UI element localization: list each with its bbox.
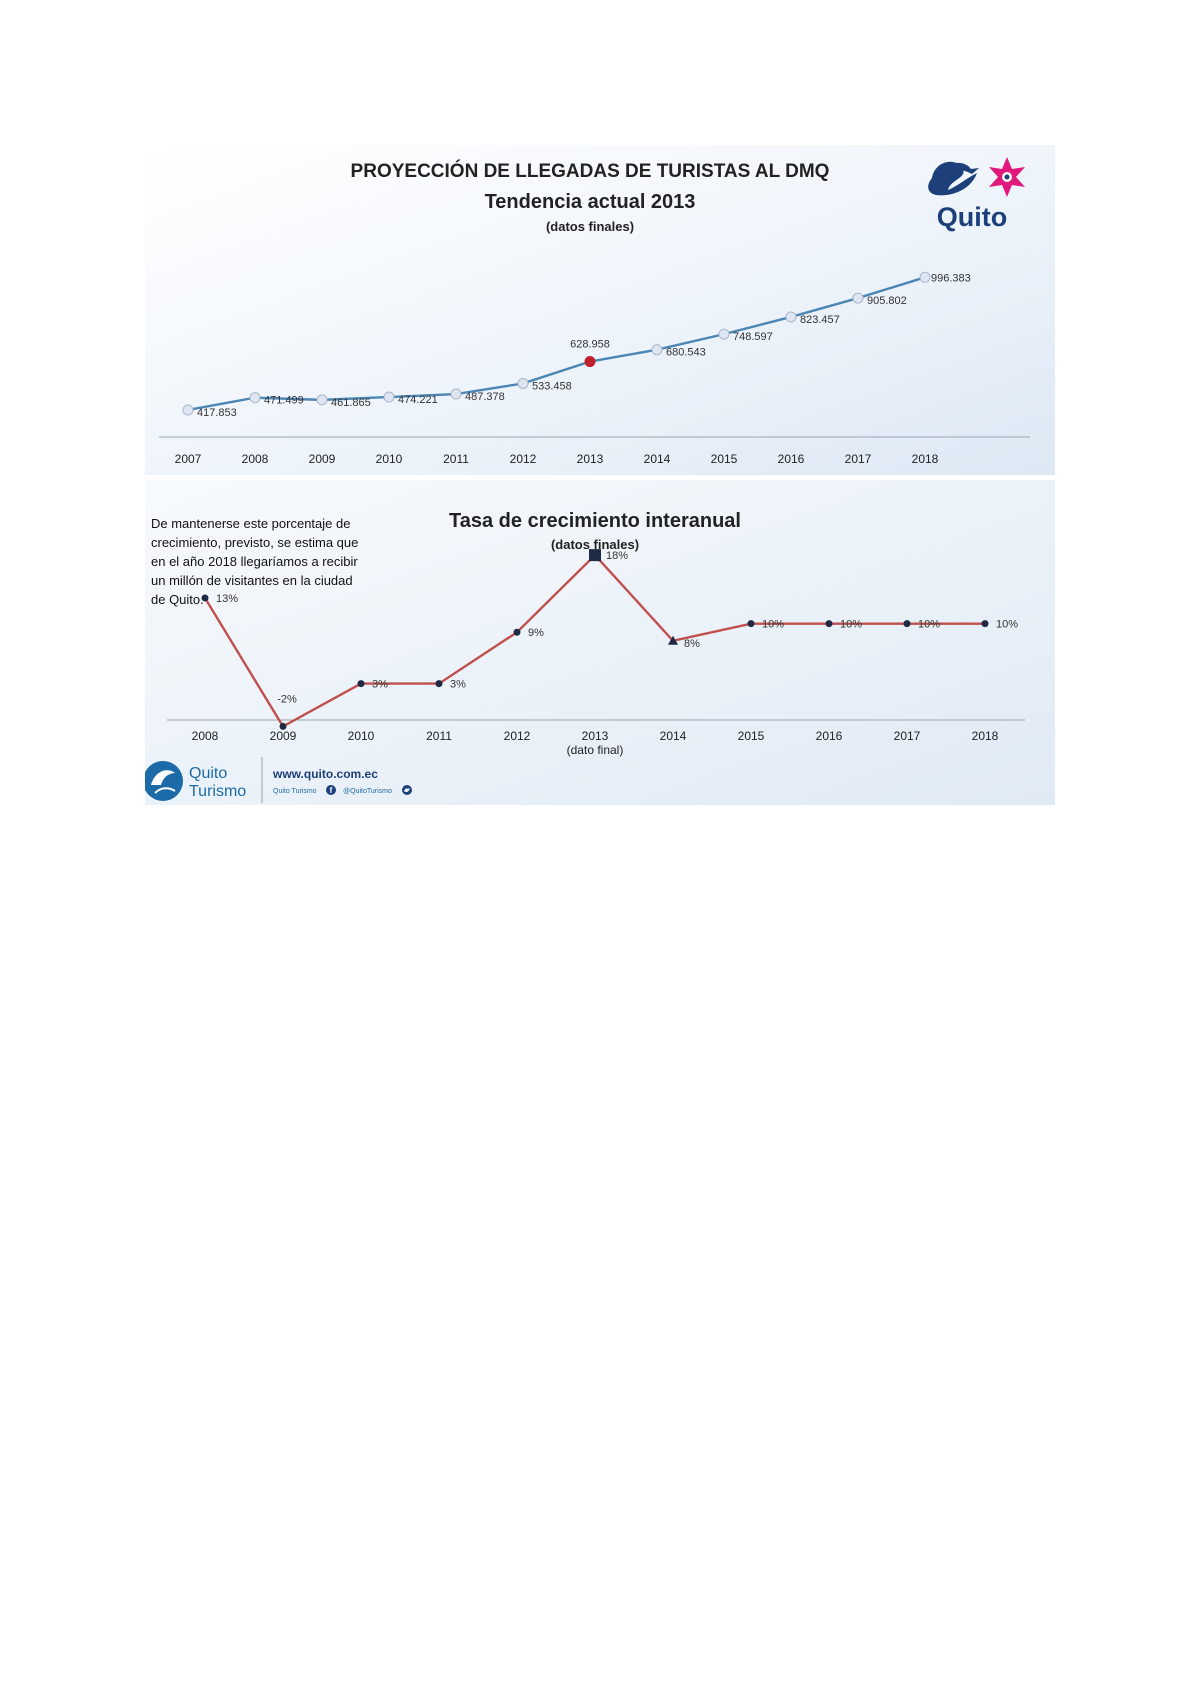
- chart1-x-tick-label: 2007: [175, 452, 202, 466]
- chart2-point: [435, 680, 443, 688]
- chart2-note: (datos finales): [551, 537, 639, 552]
- chart1-point: [651, 344, 663, 356]
- chart1-value-label: 680.543: [666, 347, 706, 359]
- chart2-point: [279, 722, 287, 730]
- chart1-value-label: 471.499: [264, 395, 304, 407]
- chart1-x-tick-label: 2013: [577, 452, 604, 466]
- logo-text: Quito: [937, 202, 1007, 232]
- chart2-plot: 13% 2008 -2% 2009 3% 2010 3% 2011 9% 2012 18% 2013(…: [192, 549, 1018, 757]
- chart1-point: [517, 377, 529, 389]
- chart1-point: [249, 392, 261, 404]
- chart1-point: [584, 356, 596, 368]
- facebook-icon[interactable]: f: [326, 785, 336, 795]
- chart2-value-label: 3%: [450, 679, 466, 691]
- chart1-value-label: 533.458: [532, 380, 572, 392]
- chart1-point: [852, 292, 864, 304]
- chart2-value-label: 3%: [372, 679, 388, 691]
- chart2-value-label: 18%: [606, 550, 628, 562]
- chart1-value-label: 487.378: [465, 391, 505, 403]
- chart1-x-tick-label: 2016: [778, 452, 805, 466]
- chart2-point: [981, 620, 989, 628]
- twitter-icon[interactable]: [402, 785, 412, 795]
- chart1-x-tick-label: 2010: [376, 452, 403, 466]
- quito-turismo-icon: [145, 761, 183, 801]
- chart2-point: [747, 620, 755, 628]
- chart2-x-tick-label: 2014: [660, 729, 687, 743]
- chart1-point: [450, 388, 462, 400]
- slide: PROYECCIÓN DE LLEGADAS DE TURISTAS AL DM…: [145, 145, 1055, 805]
- svg-text:f: f: [330, 786, 333, 795]
- chart2-value-label: 13%: [216, 593, 238, 605]
- chart2-x-tick-sublabel: (dato final): [567, 743, 624, 757]
- footer: Quito Turismo www.quito.com.ec Quito Tur…: [145, 757, 412, 803]
- chart2-point: [357, 680, 365, 688]
- chart1-value-label: 417.853: [197, 407, 237, 419]
- chart2-title: Tasa de crecimiento interanual: [449, 510, 741, 532]
- social-twitter-label: @QuitoTurismo: [343, 788, 392, 795]
- chart2-value-label: 9%: [528, 627, 544, 639]
- slide-canvas: PROYECCIÓN DE LLEGADAS DE TURISTAS AL DM…: [145, 145, 1055, 805]
- chart1-value-label: 748.597: [733, 331, 773, 343]
- chart1-x-tick-label: 2014: [644, 452, 671, 466]
- footer-name-2: Turismo: [189, 783, 246, 800]
- chart2-point: [201, 594, 209, 602]
- chart1-value-label: 628.958: [570, 339, 610, 351]
- chart2-value-label: -2%: [277, 693, 297, 705]
- chart1-value-label: 905.802: [867, 295, 907, 307]
- star-icon: [989, 157, 1025, 197]
- chart1-series-line: [187, 276, 926, 412]
- annotation-text: De mantenerse este porcentaje de crecimie…: [151, 516, 358, 607]
- panel-divider: [145, 475, 1055, 480]
- chart1-x-tick-label: 2017: [845, 452, 872, 466]
- chart1-value-label: 474.221: [398, 394, 438, 406]
- chart2-x-tick-label: 2008: [192, 729, 219, 743]
- chart1-value-label: 823.457: [800, 314, 840, 326]
- chart1-point: [785, 311, 797, 323]
- chart2-point: [903, 620, 911, 628]
- chart2-point: [589, 549, 601, 562]
- chart2-point: [668, 635, 678, 645]
- chart1-point: [383, 391, 395, 403]
- chart1-point: [182, 404, 194, 416]
- chart1-value-label: 996.383: [931, 272, 971, 284]
- chart1-x-tick-label: 2015: [711, 452, 738, 466]
- chart1-x-tick-label: 2009: [309, 452, 336, 466]
- chart1-x-tick-label: 2018: [912, 452, 939, 466]
- chart2-x-tick-label: 2010: [348, 729, 375, 743]
- social-facebook-label: Quito Turismo: [273, 788, 317, 795]
- chart1-x-tick-label: 2011: [443, 452, 469, 466]
- chart2-value-label: 8%: [684, 638, 700, 650]
- chart1-x-tick-label: 2012: [510, 452, 537, 466]
- chart2-x-tick-label: 2017: [894, 729, 921, 743]
- chart1-title: PROYECCIÓN DE LLEGADAS DE TURISTAS AL DM…: [351, 160, 830, 182]
- chart1-point: [316, 394, 328, 406]
- chart2-x-tick-label: 2012: [504, 729, 531, 743]
- chart1-point: [919, 271, 931, 283]
- bottom-panel: [145, 480, 1055, 805]
- chart1-plot: 417.853 2007 471.499 2008 461.865 2009 474.221…: [175, 271, 971, 466]
- chart2-x-tick-label: 2015: [738, 729, 765, 743]
- chart2-x-tick-label: 2016: [816, 729, 843, 743]
- footer-name-1: Quito: [189, 765, 227, 782]
- chart2-x-tick-label: 2018: [972, 729, 999, 743]
- chart1-value-label: 461.865: [331, 397, 371, 409]
- chart2-x-tick-label: 2009: [270, 729, 297, 743]
- chart2-value-label: 10%: [918, 619, 940, 631]
- chart1-point: [718, 328, 730, 340]
- chart2-x-tick-label: 2011: [426, 729, 452, 743]
- chart2-x-tick-label: 2013: [582, 729, 609, 743]
- website-link[interactable]: www.quito.com.ec: [272, 767, 378, 781]
- chart2-value-label: 10%: [840, 619, 862, 631]
- top-panel: [145, 145, 1055, 475]
- bird-icon: [928, 161, 979, 196]
- chart2-point: [513, 628, 521, 636]
- chart2-value-label: 10%: [762, 619, 784, 631]
- chart2-value-label: 10%: [996, 619, 1018, 631]
- chart1-note: (datos finales): [546, 219, 634, 234]
- chart1-x-tick-label: 2008: [242, 452, 269, 466]
- quito-logo: Quito: [928, 157, 1025, 232]
- chart2-point: [825, 620, 833, 628]
- chart1-subtitle: Tendencia actual 2013: [485, 191, 696, 213]
